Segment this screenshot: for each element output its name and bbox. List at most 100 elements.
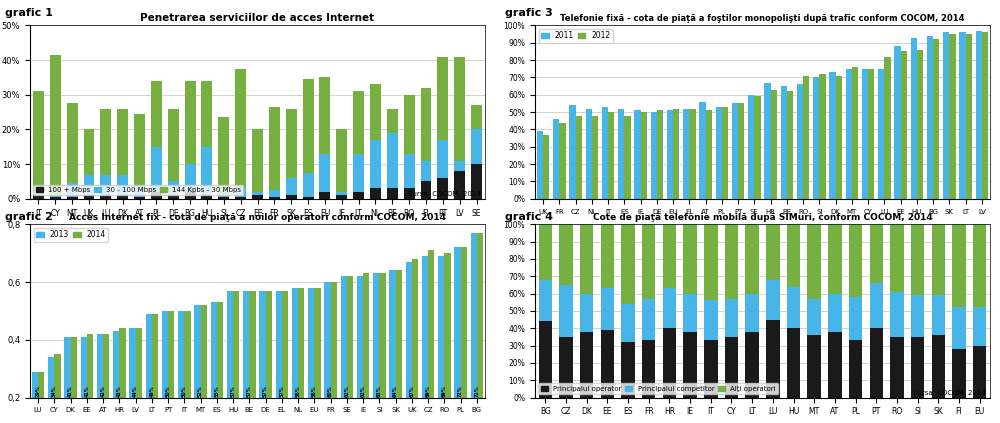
Bar	[539, 224, 552, 280]
Bar	[642, 341, 655, 398]
Bar	[911, 38, 917, 199]
Bar	[813, 77, 819, 199]
Bar	[81, 337, 87, 423]
Text: 62%: 62%	[344, 385, 349, 397]
Bar	[168, 195, 179, 199]
Bar	[618, 109, 624, 199]
Bar	[319, 192, 330, 199]
Bar	[580, 294, 593, 332]
Bar	[201, 147, 212, 195]
Bar	[103, 334, 109, 423]
Text: 57%: 57%	[279, 385, 284, 397]
Bar	[725, 299, 738, 337]
Bar	[117, 109, 128, 175]
Bar	[218, 117, 229, 194]
Bar	[952, 349, 966, 398]
Bar	[357, 276, 363, 423]
Text: 67%: 67%	[409, 385, 414, 397]
Legend: 2013, 2014: 2013, 2014	[34, 228, 108, 242]
Bar	[576, 115, 582, 199]
Bar	[269, 107, 280, 190]
Title: Telefonie fixă - cota de piaţă a foştilor monopolişti după trafic conform COCOM,: Telefonie fixă - cota de piaţă a foştilo…	[560, 14, 965, 23]
Bar	[454, 247, 461, 423]
Bar	[336, 129, 347, 192]
Bar	[353, 154, 364, 192]
Bar	[286, 195, 297, 199]
Bar	[353, 192, 364, 199]
Bar	[828, 332, 842, 398]
Bar	[890, 337, 904, 398]
Bar	[387, 188, 398, 199]
Bar	[286, 109, 297, 178]
Bar	[745, 332, 759, 398]
Bar	[973, 346, 986, 398]
Bar	[347, 276, 353, 423]
Bar	[704, 224, 718, 300]
Bar	[911, 224, 924, 295]
Bar	[404, 154, 415, 188]
Bar	[422, 256, 428, 423]
Bar	[100, 109, 111, 175]
Bar	[151, 147, 162, 192]
Bar	[787, 287, 800, 328]
Bar	[146, 314, 152, 423]
Text: Sursa: COCOM, 2014: Sursa: COCOM, 2014	[913, 390, 985, 396]
Bar	[370, 140, 381, 188]
Bar	[683, 224, 697, 294]
Bar	[162, 311, 168, 423]
Text: 57%: 57%	[231, 385, 236, 397]
Text: 41%: 41%	[68, 385, 73, 397]
Title: Penetrarea serviciilor de acces Internet: Penetrarea serviciilor de acces Internet	[140, 13, 375, 23]
Bar	[943, 32, 949, 199]
Bar	[884, 57, 891, 199]
Bar	[396, 270, 402, 423]
Bar	[829, 72, 836, 199]
Bar	[252, 195, 263, 199]
Bar	[217, 302, 223, 423]
Bar	[50, 55, 61, 194]
Bar	[266, 291, 272, 423]
Bar	[621, 304, 635, 342]
Bar	[706, 110, 712, 199]
Bar	[601, 288, 614, 330]
Text: grafic 3: grafic 3	[505, 8, 553, 19]
Bar	[868, 69, 874, 199]
Bar	[766, 224, 780, 280]
Bar	[252, 192, 263, 195]
Bar	[67, 104, 78, 183]
Bar	[437, 178, 448, 199]
Text: 58%: 58%	[296, 385, 301, 397]
Text: 44%: 44%	[133, 385, 138, 397]
Bar	[461, 247, 467, 423]
Bar	[33, 195, 44, 199]
Bar	[870, 328, 883, 398]
Text: 50%: 50%	[182, 385, 187, 397]
Bar	[683, 332, 697, 398]
Bar	[862, 69, 868, 199]
Bar	[168, 181, 179, 195]
Text: 58%: 58%	[312, 385, 317, 397]
Bar	[586, 109, 592, 199]
Bar	[151, 192, 162, 199]
Bar	[129, 328, 136, 423]
Bar	[657, 110, 663, 199]
Bar	[624, 115, 631, 199]
Bar	[539, 321, 552, 398]
Text: 42%: 42%	[101, 385, 106, 397]
Text: 41%: 41%	[84, 385, 89, 397]
Bar	[373, 273, 379, 423]
Bar	[689, 109, 696, 199]
Bar	[634, 110, 641, 199]
Bar	[64, 337, 71, 423]
Bar	[870, 283, 883, 328]
Bar	[134, 187, 145, 197]
Bar	[50, 194, 61, 197]
Bar	[336, 195, 347, 199]
Bar	[932, 224, 945, 295]
Text: 43%: 43%	[117, 385, 122, 397]
Bar	[621, 342, 635, 398]
Bar	[428, 250, 434, 423]
Bar	[663, 328, 676, 398]
Text: 57%: 57%	[247, 385, 252, 397]
Bar	[54, 354, 61, 423]
